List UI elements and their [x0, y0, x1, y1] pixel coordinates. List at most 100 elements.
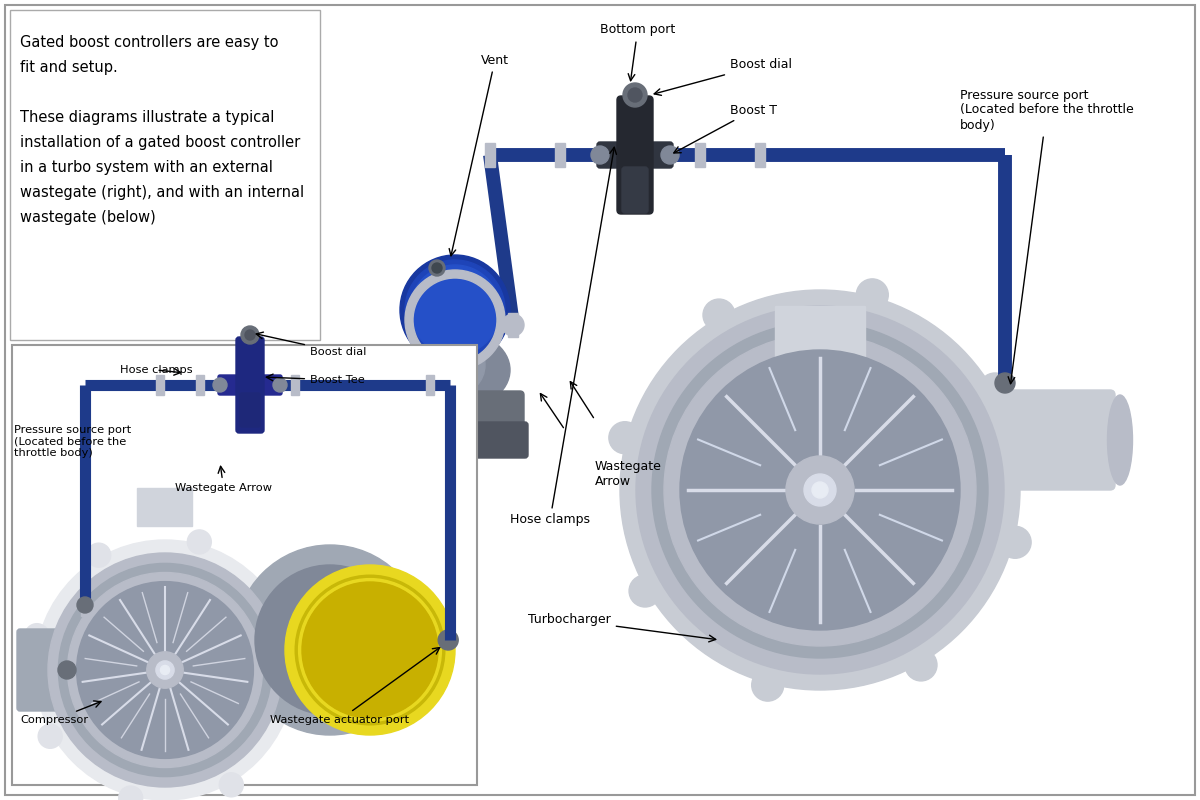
- Circle shape: [241, 326, 259, 344]
- Circle shape: [48, 553, 282, 787]
- Bar: [508, 313, 518, 337]
- Text: in a turbo system with an external: in a turbo system with an external: [20, 160, 272, 175]
- Bar: [605, 143, 616, 167]
- Bar: [775, 306, 865, 361]
- Circle shape: [995, 373, 1015, 393]
- Circle shape: [119, 786, 143, 800]
- Text: Pressure source port
(Located before the
throttle body): Pressure source port (Located before the…: [14, 425, 131, 458]
- Text: fit and setup.: fit and setup.: [20, 60, 118, 75]
- Circle shape: [25, 624, 49, 648]
- Text: wastegate (right), and with an internal: wastegate (right), and with an internal: [20, 185, 304, 200]
- Circle shape: [35, 540, 295, 800]
- Bar: [755, 143, 766, 167]
- Circle shape: [430, 260, 445, 276]
- Circle shape: [58, 661, 76, 679]
- FancyBboxPatch shape: [236, 337, 264, 433]
- Ellipse shape: [1108, 395, 1133, 485]
- Circle shape: [628, 88, 642, 102]
- Circle shape: [502, 314, 524, 336]
- Circle shape: [979, 373, 1010, 405]
- Text: Gated boost controllers are easy to: Gated boost controllers are easy to: [20, 35, 278, 50]
- Circle shape: [256, 565, 406, 715]
- Text: Pressure source port
(Located before the throttle
body): Pressure source port (Located before the…: [960, 89, 1134, 384]
- Text: wastegate (below): wastegate (below): [20, 210, 156, 225]
- FancyBboxPatch shape: [218, 375, 282, 395]
- Bar: [695, 143, 706, 167]
- Bar: [82, 600, 89, 616]
- Circle shape: [146, 652, 184, 688]
- Text: Wastegate actuator port: Wastegate actuator port: [270, 647, 439, 725]
- Text: Boost T: Boost T: [674, 103, 778, 153]
- Circle shape: [302, 582, 438, 718]
- Circle shape: [235, 545, 425, 735]
- Circle shape: [664, 334, 976, 646]
- Circle shape: [406, 260, 505, 360]
- FancyBboxPatch shape: [240, 393, 260, 427]
- Bar: [426, 375, 434, 395]
- FancyBboxPatch shape: [598, 142, 673, 168]
- FancyBboxPatch shape: [17, 629, 74, 711]
- Circle shape: [623, 83, 647, 107]
- Circle shape: [751, 669, 784, 701]
- Bar: [12, 345, 478, 785]
- Circle shape: [425, 335, 485, 395]
- Circle shape: [268, 592, 292, 616]
- Circle shape: [652, 322, 988, 658]
- Bar: [485, 143, 496, 167]
- Text: Wastegate Arrow: Wastegate Arrow: [175, 466, 272, 493]
- FancyBboxPatch shape: [622, 167, 648, 213]
- Circle shape: [156, 661, 174, 679]
- FancyBboxPatch shape: [617, 96, 653, 214]
- Circle shape: [661, 146, 679, 164]
- Circle shape: [905, 649, 937, 681]
- Circle shape: [436, 345, 475, 385]
- Text: Boost Tee: Boost Tee: [266, 374, 365, 385]
- Circle shape: [214, 378, 227, 392]
- Circle shape: [245, 330, 256, 340]
- Circle shape: [812, 482, 828, 498]
- Circle shape: [281, 692, 305, 716]
- Circle shape: [804, 474, 836, 506]
- Text: Hose clamps: Hose clamps: [120, 365, 193, 375]
- Text: Boost dial: Boost dial: [654, 58, 792, 95]
- Bar: [137, 488, 192, 526]
- Text: Compressor: Compressor: [20, 701, 101, 725]
- Circle shape: [438, 630, 458, 650]
- Circle shape: [680, 350, 960, 630]
- Bar: [554, 143, 565, 167]
- Circle shape: [295, 575, 445, 725]
- Circle shape: [703, 299, 734, 331]
- Circle shape: [786, 456, 854, 524]
- Circle shape: [38, 724, 62, 748]
- Circle shape: [620, 290, 1020, 690]
- Bar: [156, 375, 164, 395]
- Circle shape: [274, 378, 287, 392]
- Circle shape: [161, 666, 169, 674]
- Text: Hose clamps: Hose clamps: [510, 147, 617, 526]
- Bar: [10, 10, 320, 340]
- Circle shape: [636, 306, 1004, 674]
- Circle shape: [1000, 526, 1031, 558]
- Circle shape: [629, 575, 661, 607]
- Ellipse shape: [400, 330, 510, 410]
- Bar: [292, 375, 299, 395]
- Circle shape: [286, 565, 455, 735]
- Text: These diagrams illustrate a typical: These diagrams illustrate a typical: [20, 110, 275, 125]
- FancyBboxPatch shape: [382, 422, 528, 458]
- Circle shape: [857, 279, 888, 311]
- Circle shape: [592, 146, 610, 164]
- Circle shape: [86, 543, 110, 567]
- Circle shape: [432, 263, 442, 273]
- FancyBboxPatch shape: [965, 390, 1115, 490]
- Circle shape: [410, 265, 500, 355]
- Circle shape: [187, 530, 211, 554]
- Circle shape: [220, 773, 244, 797]
- Text: installation of a gated boost controller: installation of a gated boost controller: [20, 135, 300, 150]
- Circle shape: [59, 563, 271, 777]
- Circle shape: [400, 255, 510, 365]
- Text: Wastegate
Arrow: Wastegate Arrow: [595, 460, 662, 488]
- Circle shape: [77, 597, 94, 613]
- Bar: [196, 375, 204, 395]
- Circle shape: [77, 582, 253, 758]
- FancyBboxPatch shape: [386, 391, 524, 444]
